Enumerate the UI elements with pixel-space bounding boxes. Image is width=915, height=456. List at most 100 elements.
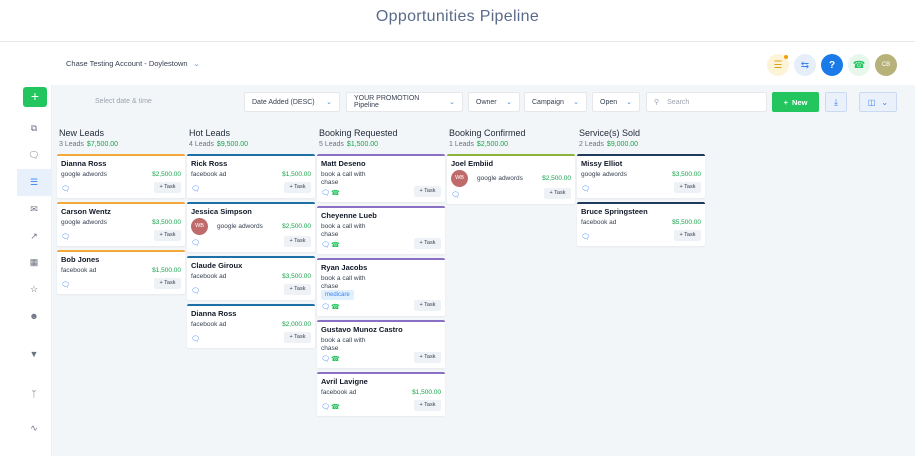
add-task-button[interactable]: + Task — [284, 182, 311, 193]
copy-icon[interactable]: ⧉ — [30, 123, 38, 133]
calendar-icon[interactable]: ▦ — [29, 257, 39, 267]
chevron-down-icon: ⌄ — [626, 99, 632, 106]
pipeline-icon[interactable]: ☰ — [29, 177, 39, 187]
opportunity-card[interactable]: Ryan Jacobs book a call with chase medicar… — [317, 258, 445, 316]
chat-icon[interactable]: 🗨 — [28, 150, 40, 160]
campaign-select[interactable]: Campaign ⌄ — [524, 92, 587, 112]
add-task-button[interactable]: + Task — [414, 238, 441, 249]
lead-value: $3,500.00 — [282, 273, 311, 280]
pipeline-select[interactable]: YOUR PROMOTION Pipeline ⌄ — [346, 92, 463, 112]
chevron-down-icon: ⌄ — [449, 99, 455, 106]
new-opportunity-button[interactable]: + New — [772, 92, 819, 112]
branch-icon[interactable]: ᛉ — [31, 389, 37, 399]
add-task-button[interactable]: + Task — [544, 188, 571, 199]
opportunity-card[interactable]: Claude Giroux facebook ad $3,500.00 🗨 + Task — [187, 256, 315, 300]
chat-icon[interactable]: 🗨 — [191, 240, 200, 247]
view-toggle-button[interactable]: ◫ ⌄ — [859, 92, 897, 112]
chat-icon[interactable]: 🗨 — [61, 186, 70, 193]
chat-icon[interactable]: 🗨 — [191, 336, 200, 343]
phone-icon[interactable]: ☎ — [848, 54, 870, 76]
lead-name: Rick Ross — [191, 159, 228, 168]
phone-icon[interactable]: ☎ — [331, 304, 340, 311]
chart-icon[interactable]: ↗ — [30, 231, 38, 241]
opportunity-card[interactable]: Matt Deseno book a call with chase 🗨 ☎ + Tas… — [317, 154, 445, 202]
avatar[interactable]: CB — [875, 54, 897, 76]
mail-icon[interactable]: ✉ — [30, 204, 38, 214]
opportunity-card[interactable]: Dianna Ross facebook ad $2,000.00 🗨 + Task — [187, 304, 315, 348]
phone-icon[interactable]: ☎ — [331, 356, 340, 363]
lead-source: book a call with chase — [321, 171, 366, 186]
star-icon[interactable]: ☆ — [29, 284, 39, 294]
add-task-button[interactable]: + Task — [414, 186, 441, 197]
activity-icon[interactable]: ∿ — [30, 423, 38, 433]
chat-icon[interactable]: 🗨 — [581, 234, 590, 241]
add-task-button[interactable]: + Task — [674, 230, 701, 241]
phone-icon[interactable]: ☎ — [331, 404, 340, 411]
chat-icon[interactable]: 🗨 — [321, 404, 330, 411]
chat-icon[interactable]: 🗨 — [61, 282, 70, 289]
column-amount: $7,500.00 — [86, 141, 119, 148]
add-task-button[interactable]: + Task — [674, 182, 701, 193]
chevron-down-icon: ⌄ — [326, 99, 332, 106]
opportunity-card[interactable]: Bob Jones facebook ad $1,500.00 🗨 + Task — [57, 250, 185, 294]
column-amount: $1,500.00 — [346, 141, 379, 148]
opportunity-card[interactable]: Dianna Ross google adwords $2,500.00 🗨 + Tas… — [57, 154, 185, 198]
phone-icon[interactable]: ☎ — [331, 242, 340, 249]
search-input[interactable]: ⚲ Search — [646, 92, 767, 112]
lead-source: facebook ad — [581, 219, 617, 226]
opportunity-card[interactable]: Joel Embiid WB google adwords $2,500.00 🗨 + T… — [447, 154, 575, 204]
pipeline-column: New Leads 3 Leads $7,500.00 Dianna Ross goog… — [52, 128, 185, 294]
sort-select[interactable]: Date Added (DESC) ⌄ — [244, 92, 340, 112]
lead-source: google adwords — [217, 223, 263, 230]
opportunity-card[interactable]: Bruce Springsteen facebook ad $5,500.00 🗨 + … — [577, 202, 705, 246]
chat-icon[interactable]: 🗨 — [191, 186, 200, 193]
chat-icon[interactable]: 🗨 — [451, 192, 460, 199]
owner-select[interactable]: Owner ⌄ — [468, 92, 520, 112]
lead-count: 2 Leads — [579, 141, 604, 148]
add-button[interactable]: + — [23, 87, 47, 107]
list-icon[interactable]: ☰ — [767, 54, 789, 76]
add-task-button[interactable]: + Task — [414, 400, 441, 411]
add-task-button[interactable]: + Task — [414, 300, 441, 311]
add-task-button[interactable]: + Task — [284, 332, 311, 343]
add-task-button[interactable]: + Task — [154, 182, 181, 193]
add-task-button[interactable]: + Task — [414, 352, 441, 363]
pipeline-column: Booking Confirmed 1 Leads $2,500.00 Joel Em… — [442, 128, 575, 204]
chevron-down-icon: ⌄ — [506, 99, 512, 106]
lead-name: Jessica Simpson — [191, 207, 252, 216]
help-icon[interactable]: ? — [821, 54, 843, 76]
opportunity-card[interactable]: Missy Elliot google adwords $3,500.00 🗨 + Ta… — [577, 154, 705, 198]
status-select[interactable]: Open ⌄ — [592, 92, 640, 112]
lead-avatar: WB — [451, 170, 468, 187]
opportunity-card[interactable]: Cheyenne Lueb book a call with chase 🗨 ☎ + T… — [317, 206, 445, 254]
pipeline-label: YOUR PROMOTION Pipeline — [354, 95, 420, 109]
add-task-button[interactable]: + Task — [284, 284, 311, 295]
add-task-button[interactable]: + Task — [154, 230, 181, 241]
date-range-input[interactable]: Select date & time — [95, 98, 152, 105]
opportunity-card[interactable]: Carson Wentz google adwords $3,500.00 🗨 + Ta… — [57, 202, 185, 246]
account-switcher[interactable]: Chase Testing Account - Doylestown ⌄ — [66, 59, 199, 68]
chat-icon[interactable]: 🗨 — [581, 186, 590, 193]
user-icon[interactable]: ☻ — [29, 311, 39, 321]
opportunity-card[interactable]: Gustavo Munoz Castro book a call with cha… — [317, 320, 445, 368]
chat-icon[interactable]: 🗨 — [321, 190, 330, 197]
add-task-button[interactable]: + Task — [284, 236, 311, 247]
column-summary: 1 Leads $2,500.00 — [449, 141, 570, 148]
chat-icon[interactable]: 🗨 — [61, 234, 70, 241]
sidebar: + ⧉ 🗨 ☰ ✉ ↗ ▦ ☆ ☻ ▼ ᛉ ∿ — [0, 85, 52, 456]
filter-icon[interactable]: ▼ — [29, 349, 39, 359]
sub-bar: Chase Testing Account - Doylestown ⌄ ☰ ⇆… — [0, 43, 915, 85]
chat-icon[interactable]: 🗨 — [321, 304, 330, 311]
add-task-button[interactable]: + Task — [154, 278, 181, 289]
download-button[interactable]: ⤓ — [825, 92, 847, 112]
phone-icon[interactable]: ☎ — [331, 190, 340, 197]
chat-icon[interactable]: 🗨 — [191, 288, 200, 295]
chat-icon[interactable]: 🗨 — [321, 356, 330, 363]
sync-icon[interactable]: ⇆ — [794, 54, 816, 76]
search-placeholder: Search — [667, 98, 690, 106]
opportunity-card[interactable]: Jessica Simpson WB google adwords $2,500.00… — [187, 202, 315, 252]
opportunity-card[interactable]: Avril Lavigne facebook ad $1,500.00 🗨 ☎ + Tas… — [317, 372, 445, 416]
lead-name: Claude Giroux — [191, 261, 243, 270]
opportunity-card[interactable]: Rick Ross facebook ad $1,500.00 🗨 + Task — [187, 154, 315, 198]
chat-icon[interactable]: 🗨 — [321, 242, 330, 249]
